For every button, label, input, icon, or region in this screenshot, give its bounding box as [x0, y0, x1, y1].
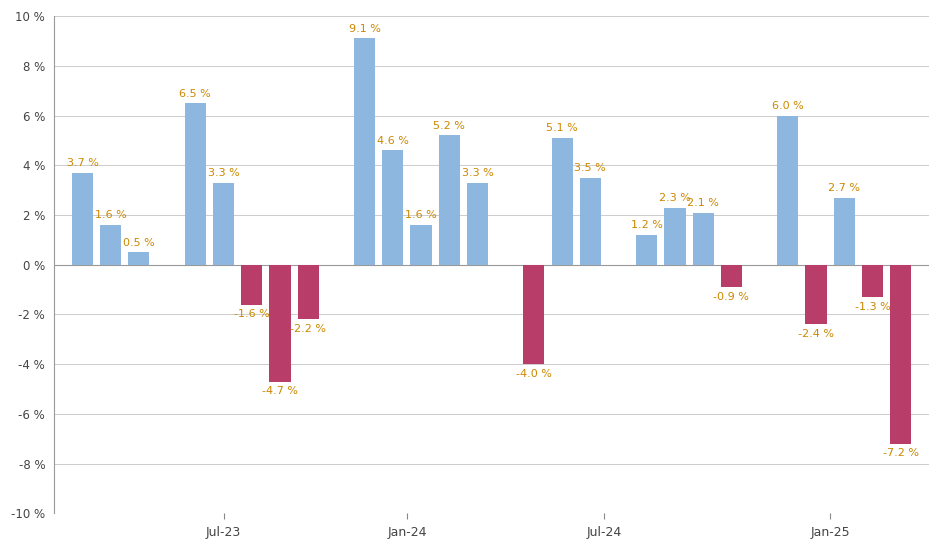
Text: 4.6 %: 4.6 % — [377, 136, 409, 146]
Bar — [129, 252, 149, 265]
Bar — [129, 252, 149, 265]
Bar — [439, 135, 460, 265]
Bar — [862, 265, 883, 297]
Text: 5.1 %: 5.1 % — [546, 123, 578, 134]
Bar — [834, 197, 854, 265]
Bar — [524, 265, 544, 364]
Text: -7.2 %: -7.2 % — [883, 448, 918, 458]
Text: 9.1 %: 9.1 % — [349, 24, 381, 34]
Bar — [890, 265, 911, 444]
Text: 6.0 %: 6.0 % — [772, 101, 804, 111]
Text: 2.1 %: 2.1 % — [687, 198, 719, 208]
Text: -4.7 %: -4.7 % — [262, 386, 298, 396]
Bar — [467, 183, 488, 265]
Bar — [777, 116, 798, 265]
Bar — [242, 265, 262, 305]
Bar — [721, 265, 742, 287]
Bar — [213, 183, 234, 265]
Bar — [411, 225, 431, 265]
Bar — [806, 265, 826, 324]
Bar — [665, 207, 685, 265]
Bar — [467, 183, 488, 265]
Text: -0.9 %: -0.9 % — [713, 292, 749, 301]
Bar — [71, 173, 93, 265]
Text: 3.3 %: 3.3 % — [208, 168, 240, 178]
Bar — [101, 225, 121, 265]
Bar — [665, 207, 685, 265]
Bar — [636, 235, 657, 265]
Bar — [270, 265, 290, 382]
Bar — [721, 265, 742, 287]
Bar — [354, 39, 375, 265]
Bar — [298, 265, 319, 320]
Bar — [834, 197, 854, 265]
Text: 1.6 %: 1.6 % — [95, 211, 127, 221]
Bar — [806, 265, 826, 324]
Bar — [580, 178, 601, 265]
Text: 6.5 %: 6.5 % — [180, 89, 212, 98]
Text: 1.2 %: 1.2 % — [631, 221, 663, 230]
Bar — [185, 103, 206, 265]
Bar — [71, 173, 93, 265]
Bar — [552, 138, 572, 265]
Bar — [354, 39, 375, 265]
Bar — [411, 225, 431, 265]
Bar — [383, 150, 403, 265]
Text: 5.2 %: 5.2 % — [433, 121, 465, 131]
Text: 3.5 %: 3.5 % — [574, 163, 606, 173]
Bar — [270, 265, 290, 382]
Bar — [693, 212, 713, 265]
Text: 2.7 %: 2.7 % — [828, 183, 860, 193]
Text: -1.6 %: -1.6 % — [234, 309, 270, 319]
Text: 2.3 %: 2.3 % — [659, 193, 691, 203]
Bar — [636, 235, 657, 265]
Bar — [298, 265, 319, 320]
Text: -2.2 %: -2.2 % — [290, 324, 326, 334]
Bar — [213, 183, 234, 265]
Bar — [862, 265, 883, 297]
Text: 3.7 %: 3.7 % — [67, 158, 99, 168]
Text: 3.3 %: 3.3 % — [462, 168, 494, 178]
Bar — [890, 265, 911, 444]
Bar — [580, 178, 601, 265]
Bar — [693, 212, 713, 265]
Bar — [552, 138, 572, 265]
Text: 1.6 %: 1.6 % — [405, 211, 437, 221]
Text: -1.3 %: -1.3 % — [854, 301, 890, 311]
Bar — [242, 265, 262, 305]
Text: -2.4 %: -2.4 % — [798, 329, 834, 339]
Text: -4.0 %: -4.0 % — [516, 368, 552, 379]
Bar — [185, 103, 206, 265]
Bar — [101, 225, 121, 265]
Bar — [777, 116, 798, 265]
Text: 0.5 %: 0.5 % — [123, 238, 155, 248]
Bar — [439, 135, 460, 265]
Bar — [383, 150, 403, 265]
Bar — [524, 265, 544, 364]
